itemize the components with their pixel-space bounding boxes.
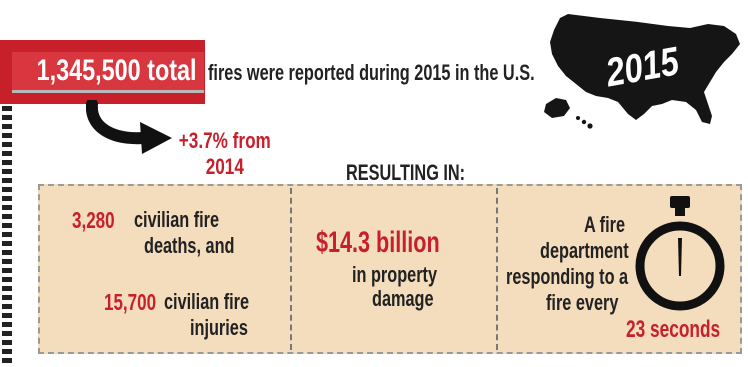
response-line-1: A fire	[584, 212, 626, 237]
injuries-number: 15,700	[104, 289, 157, 315]
response-line-2: department	[540, 238, 629, 263]
response-time: 23 seconds	[626, 316, 721, 343]
response-line-4: fire every	[546, 290, 619, 315]
headline-text: fires were reported during 2015 in the U…	[208, 60, 535, 85]
damage-amount: $14.3 billion	[316, 226, 440, 259]
change-from-2014: +3.7% from 2014	[178, 128, 272, 180]
injuries-line-1: civilian fire	[164, 289, 250, 314]
stopwatch-icon	[635, 196, 725, 311]
response-line-3: responding to a	[506, 264, 629, 289]
total-banner	[12, 52, 204, 93]
injuries-line-2: injuries	[190, 315, 248, 340]
deaths-line-2: deaths, and	[144, 233, 235, 258]
change-line-1: +3.7% from	[178, 128, 271, 153]
deaths-number: 3,280	[72, 207, 115, 233]
panel-divider-2	[496, 188, 498, 350]
curved-arrow-icon	[86, 100, 172, 154]
deaths-line-1: civilian fire	[134, 207, 220, 232]
usa-map-icon	[544, 14, 740, 129]
damage-line-1: in property	[352, 262, 438, 287]
resulting-in-label: RESULTING IN:	[346, 160, 466, 185]
change-line-2: 2014	[205, 154, 244, 179]
stats-panel	[38, 184, 742, 354]
total-fires-count: 1,345,500 total	[36, 54, 197, 87]
damage-line-2: damage	[372, 286, 434, 311]
left-dashed-rail	[2, 70, 12, 367]
panel-divider-1	[290, 188, 292, 350]
